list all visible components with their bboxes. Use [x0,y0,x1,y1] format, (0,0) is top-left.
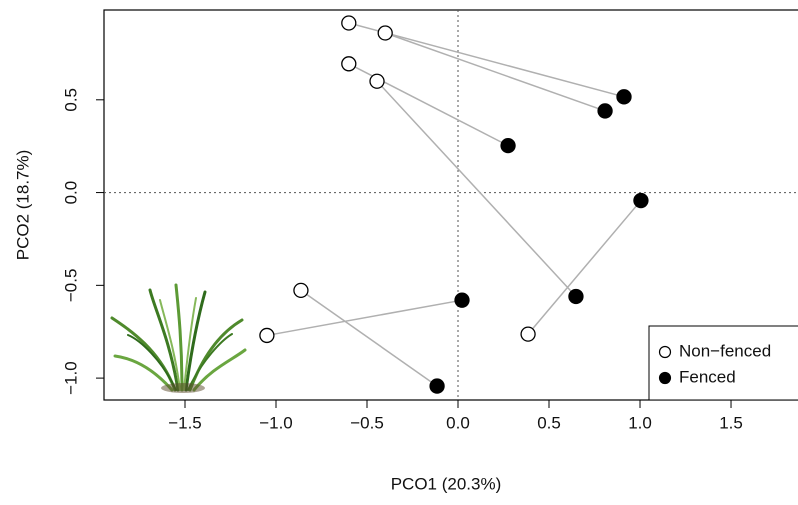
point [293,282,309,298]
point [616,89,632,105]
pair-link [376,80,577,297]
x-tick-label: 0.0 [446,413,470,432]
point [454,292,470,308]
legend-label: Non−fenced [679,341,771,360]
y-tick-label: −1.0 [61,361,80,395]
pair-link [348,22,625,98]
legend-marker [658,345,672,359]
point [633,192,649,209]
point [369,73,385,89]
point [500,137,516,154]
x-axis-label: PCO1 (20.3%) [391,474,502,493]
legend-marker [658,371,672,385]
y-tick-label: −0.5 [61,269,80,303]
plot-frame [103,9,798,401]
point [429,378,445,394]
pair-link [527,200,642,335]
point [377,25,393,41]
y-tick-label: 0.5 [61,88,80,112]
pair-link [266,299,463,337]
y-axis-label: PCO2 (18.7%) [13,150,32,261]
x-tick-label: −0.5 [350,413,384,432]
point [259,327,275,344]
point [341,56,357,72]
x-tick-label: 1.5 [719,413,743,432]
grass-illustration [110,283,247,393]
pair-link [300,289,438,387]
x-tick-label: 0.5 [537,413,561,432]
x-tick-label: 1.0 [628,413,652,432]
point [597,103,613,119]
x-tick-label: −1.5 [168,413,202,432]
pair-link [384,32,606,112]
point [520,326,536,342]
x-tick-label: −1.0 [259,413,293,432]
point [341,15,357,31]
y-tick-label: 0.0 [61,181,80,205]
legend-box [648,325,798,401]
point [568,288,584,305]
legend-label: Fenced [679,367,736,386]
